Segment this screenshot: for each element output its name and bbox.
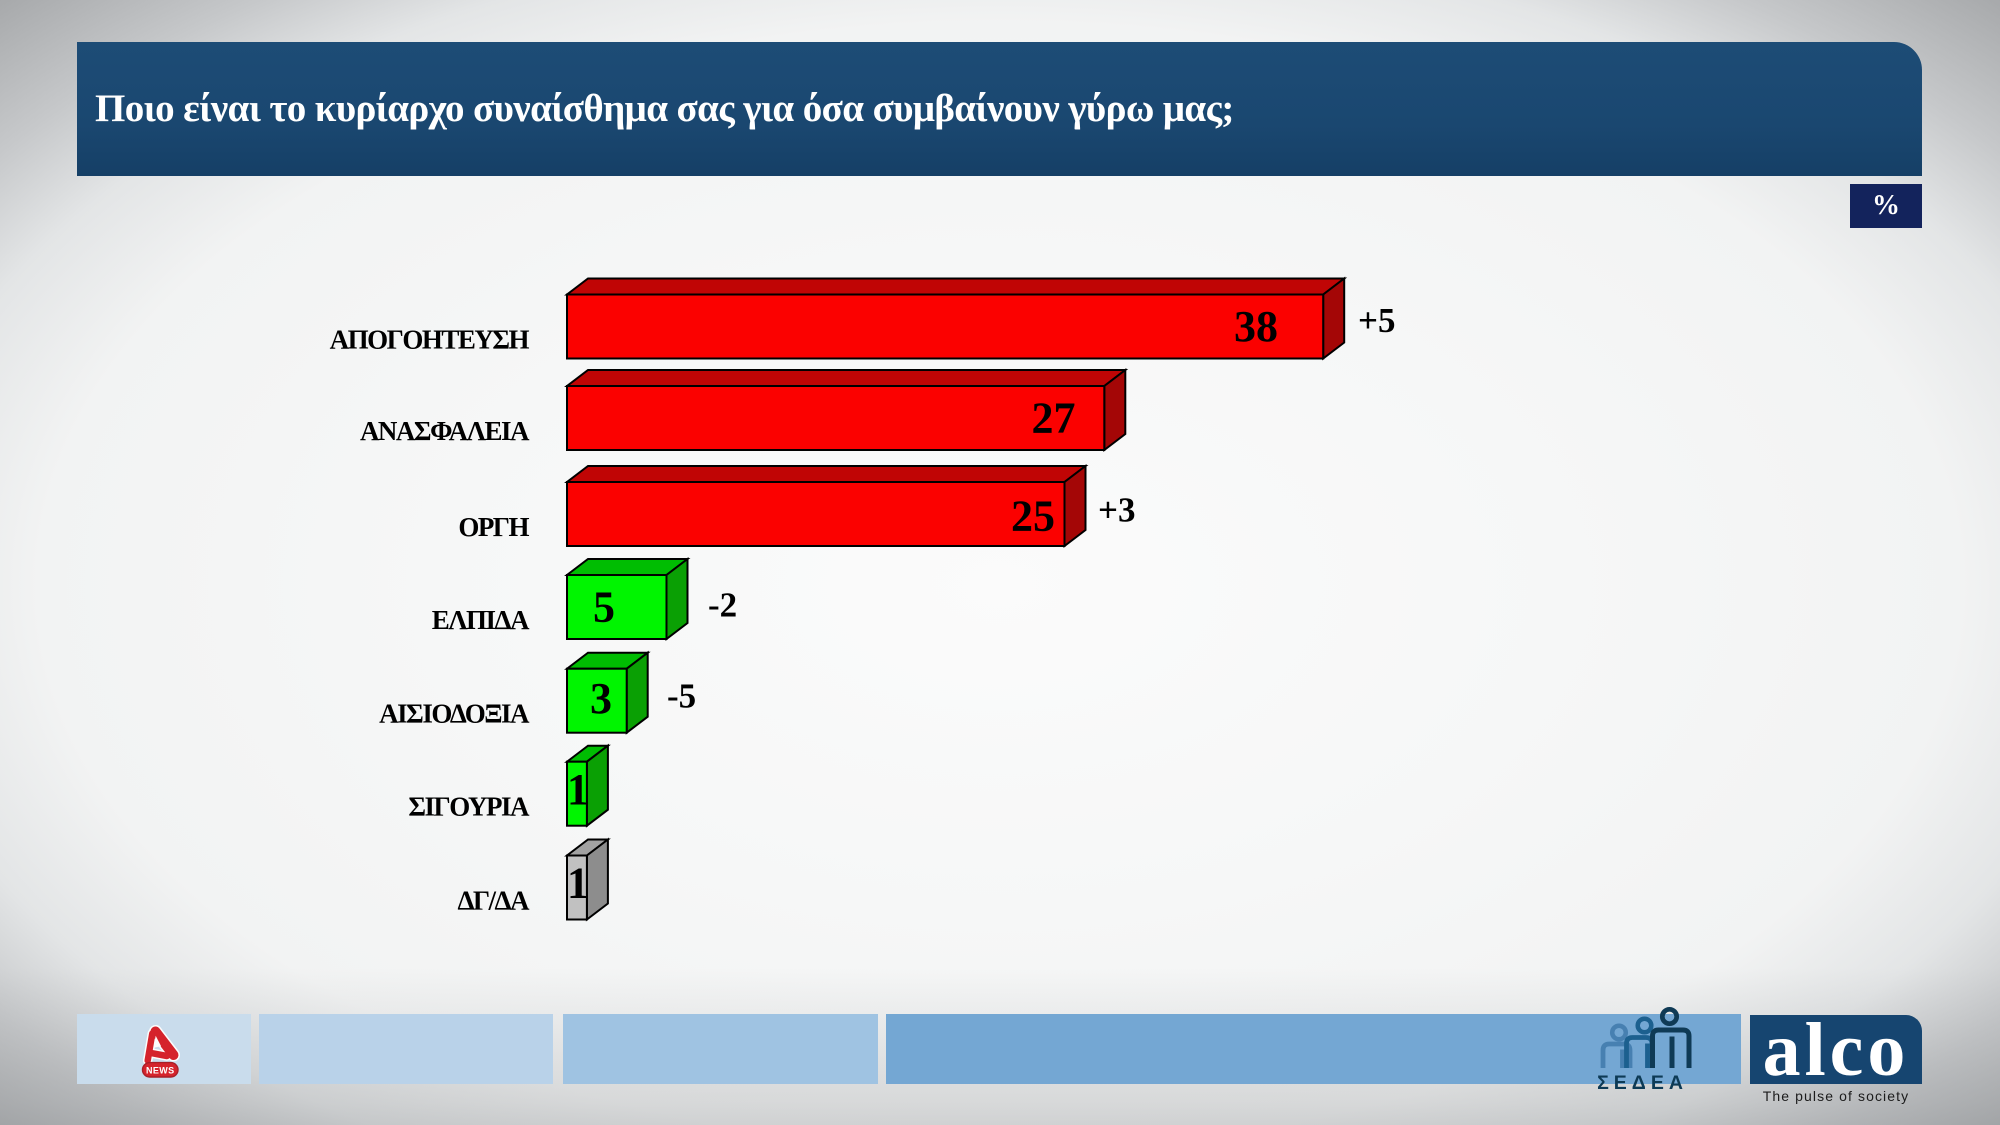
svg-text:27: 27 bbox=[1032, 393, 1076, 442]
svg-text:1: 1 bbox=[567, 859, 589, 908]
svg-text:-2: -2 bbox=[708, 586, 737, 625]
svg-text:ΕΛΠΙΔΑ: ΕΛΠΙΔΑ bbox=[432, 605, 530, 635]
svg-text:ΔΓ/ΔΑ: ΔΓ/ΔΑ bbox=[457, 885, 530, 915]
svg-text:ΣΕΔΕΑ: ΣΕΔΕΑ bbox=[1597, 1072, 1688, 1094]
svg-text:ΑΙΣΙΟΔΟΞΙΑ: ΑΙΣΙΟΔΟΞΙΑ bbox=[379, 699, 530, 729]
svg-text:3: 3 bbox=[590, 674, 612, 723]
svg-text:ΟΡΓΗ: ΟΡΓΗ bbox=[458, 512, 529, 542]
svg-text:NEWS: NEWS bbox=[146, 1066, 175, 1076]
svg-text:ΑΝΑΣΦΑΛΕΙΑ: ΑΝΑΣΦΑΛΕΙΑ bbox=[360, 416, 530, 446]
svg-text:38: 38 bbox=[1234, 302, 1278, 351]
svg-text:+3: +3 bbox=[1098, 491, 1135, 530]
svg-text:1: 1 bbox=[567, 765, 589, 814]
svg-text:ΣΙΓΟΥΡΙΑ: ΣΙΓΟΥΡΙΑ bbox=[408, 792, 530, 822]
svg-text:5: 5 bbox=[593, 582, 615, 631]
svg-text:-5: -5 bbox=[667, 677, 696, 716]
svg-text:ΑΠΟΓΟΗΤΕΥΣΗ: ΑΠΟΓΟΗΤΕΥΣΗ bbox=[330, 324, 530, 354]
svg-text:+5: +5 bbox=[1358, 301, 1395, 340]
svg-text:25: 25 bbox=[1011, 492, 1055, 541]
